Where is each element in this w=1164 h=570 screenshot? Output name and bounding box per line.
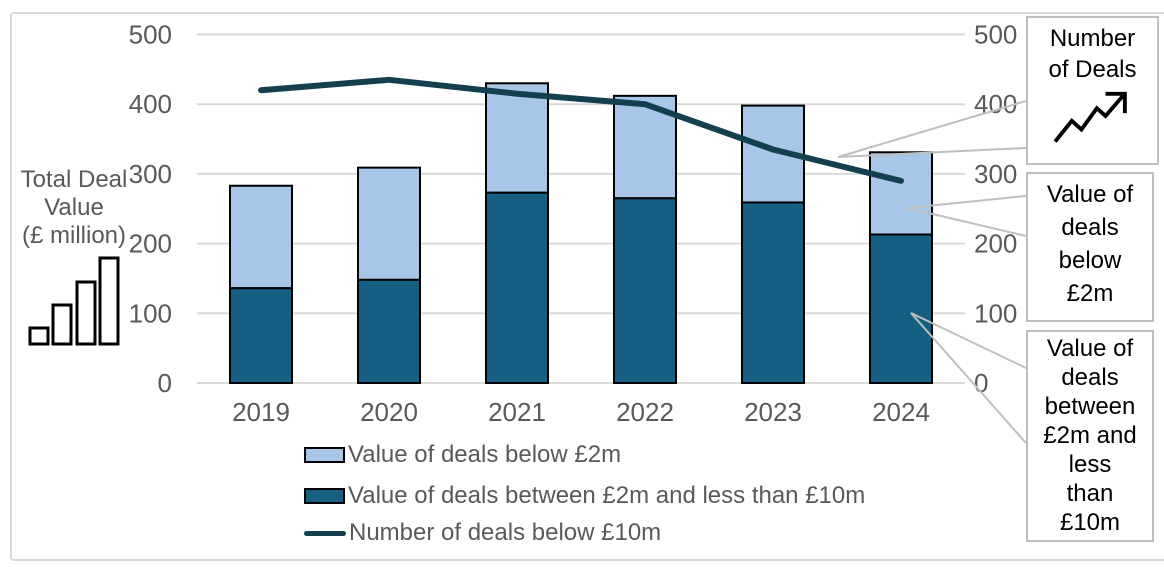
legend-item-number-of-deals: Number of deals below £10m xyxy=(304,519,661,547)
bar-chart-icon xyxy=(28,256,120,346)
bar-segment-2m-to-10m-2022 xyxy=(613,197,677,384)
left-axis-tick-label: 100 xyxy=(129,298,172,328)
callout-leader-line-2 xyxy=(910,312,1027,369)
bar-segment-below-2m-2019 xyxy=(229,184,293,290)
x-axis-label-2020: 2020 xyxy=(360,397,418,427)
left-axis-tick-label: 0 xyxy=(158,368,172,398)
legend-swatch-light-blue xyxy=(304,447,345,463)
callout-number-of-deals: Number of Deals xyxy=(1026,16,1159,165)
right-axis-tick-label: 200 xyxy=(974,229,1017,259)
legend-swatch-dark-teal xyxy=(304,488,345,504)
callout-value-2m-to-10m-label: Value of deals between £2m and less than… xyxy=(1043,335,1137,536)
callout-value-below-2m: Value of deals below £2m xyxy=(1026,172,1154,322)
callout-leader-line-0 xyxy=(837,147,1027,158)
callout-number-of-deals-label: Number of Deals xyxy=(1048,25,1137,83)
x-axis-label-2024: 2024 xyxy=(872,397,930,427)
trend-up-arrow-icon xyxy=(1053,91,1127,143)
left-axis-title: Total Deal Value (£ million) xyxy=(20,166,128,249)
left-axis-tick-label: 400 xyxy=(129,89,172,119)
callout-leader-line-0 xyxy=(837,100,1027,158)
callout-value-below-2m-label: Value of deals below £2m xyxy=(1046,181,1134,307)
right-axis-tick-label: 0 xyxy=(974,368,988,398)
right-axis-tick-label: 500 xyxy=(974,20,1017,50)
x-axis-label-2022: 2022 xyxy=(616,397,674,427)
bar-segment-below-2m-2024 xyxy=(869,151,933,236)
number-of-deals-line xyxy=(258,76,904,184)
legend-label-2m-to-10m: Value of deals between £2m and less than… xyxy=(348,482,866,509)
bar-segment-2m-to-10m-2019 xyxy=(229,287,293,385)
callout-leader-line-2 xyxy=(910,312,1027,444)
right-axis-tick-label: 100 xyxy=(974,298,1017,328)
figure-border xyxy=(10,12,1164,561)
bar-segment-2m-to-10m-2023 xyxy=(741,201,805,384)
bar-segment-2m-to-10m-2021 xyxy=(485,191,549,384)
x-axis-label-2019: 2019 xyxy=(232,397,290,427)
legend-item-below-2m: Value of deals below £2m xyxy=(304,441,621,469)
legend-label-below-2m: Value of deals below £2m xyxy=(348,441,622,468)
legend-item-2m-to-10m: Value of deals between £2m and less than… xyxy=(304,482,865,510)
x-axis-label-2023: 2023 xyxy=(744,397,802,427)
callout-leader-line-1 xyxy=(906,195,1027,209)
legend-swatch-line xyxy=(304,530,346,536)
left-axis-tick-label: 500 xyxy=(129,20,172,50)
left-axis-tick-label: 300 xyxy=(129,159,172,189)
callout-leader-line-1 xyxy=(906,207,1027,237)
callout-value-2m-to-10m: Value of deals between £2m and less than… xyxy=(1026,330,1154,542)
right-axis-tick-label: 300 xyxy=(974,159,1017,189)
bar-segment-below-2m-2020 xyxy=(357,166,421,281)
legend-label-number-of-deals: Number of deals below £10m xyxy=(349,519,662,546)
bar-segment-2m-to-10m-2024 xyxy=(869,233,933,384)
x-axis-label-2021: 2021 xyxy=(488,397,546,427)
bar-segment-2m-to-10m-2020 xyxy=(357,278,421,384)
left-axis-tick-label: 200 xyxy=(129,229,172,259)
bar-segment-below-2m-2021 xyxy=(485,82,549,194)
